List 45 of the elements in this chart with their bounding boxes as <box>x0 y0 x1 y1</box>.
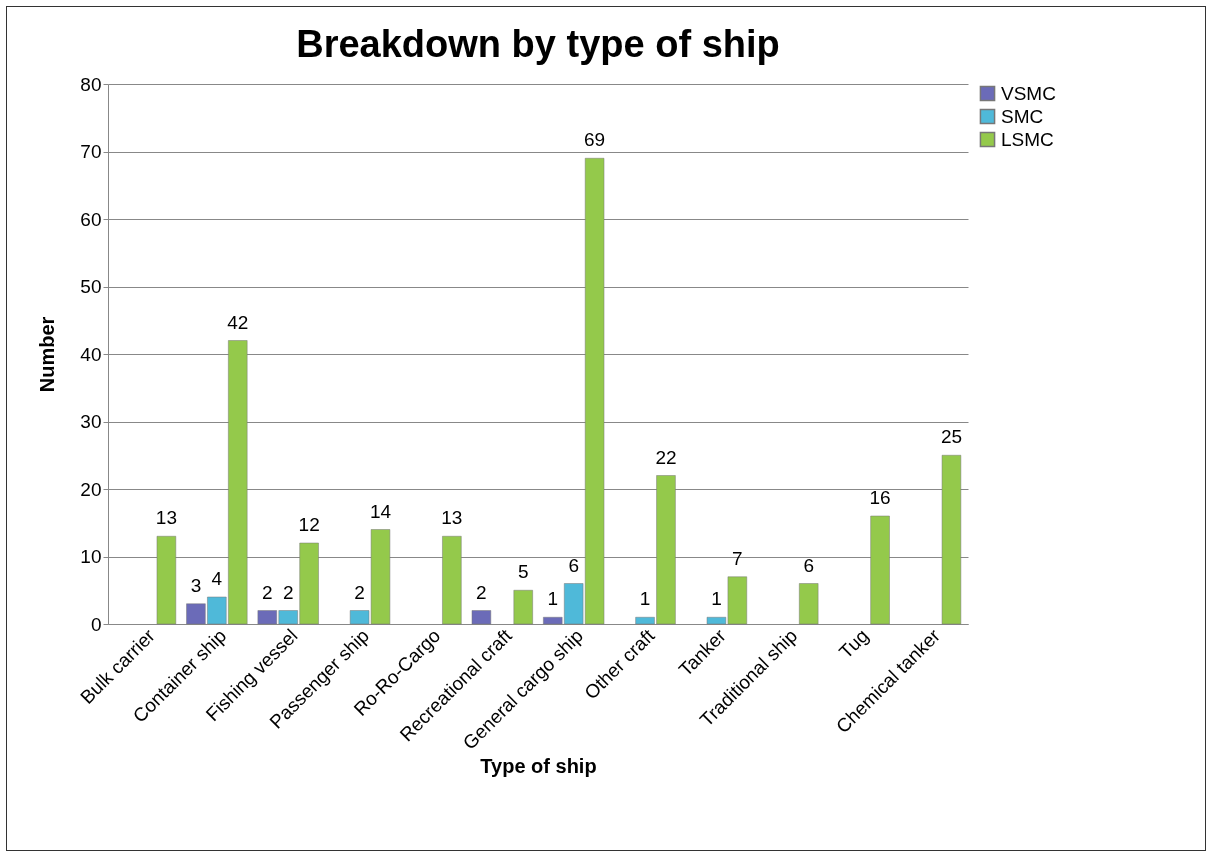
data-label: 7 <box>732 547 743 569</box>
data-label: 13 <box>155 507 177 529</box>
legend-label: LSMC <box>1001 128 1054 150</box>
x-axis-title: Type of ship <box>480 755 597 778</box>
legend-label: VSMC <box>1001 82 1056 104</box>
chart-title: Breakdown by type of ship <box>296 23 780 65</box>
data-label: 14 <box>369 500 392 522</box>
bar <box>156 536 177 625</box>
data-label: 1 <box>711 588 722 610</box>
bar <box>941 455 962 625</box>
y-tick-label: 50 <box>80 276 102 297</box>
y-tick-label: 80 <box>80 73 102 95</box>
y-tick-label: 10 <box>80 546 102 567</box>
data-label: 5 <box>517 561 529 583</box>
y-tick-label: 60 <box>80 208 102 230</box>
data-label: 2 <box>354 581 365 603</box>
data-label: 25 <box>940 426 963 448</box>
bar <box>870 515 890 625</box>
data-label: 4 <box>211 568 223 589</box>
bar <box>513 590 533 625</box>
data-label: 69 <box>584 129 606 151</box>
data-label: 16 <box>869 487 891 508</box>
data-label: 2 <box>282 581 294 603</box>
bar <box>442 536 462 625</box>
data-label: 2 <box>476 581 487 603</box>
y-tick-label: 40 <box>80 343 102 365</box>
data-label: 22 <box>655 446 677 468</box>
y-tick-label: 30 <box>80 411 102 432</box>
data-label: 2 <box>262 581 273 603</box>
data-label: 3 <box>190 574 202 596</box>
data-label: 13 <box>441 507 463 529</box>
x-tick-label: Tug <box>835 625 873 663</box>
y-tick-label: 70 <box>80 141 102 162</box>
data-label: 1 <box>547 588 559 610</box>
data-label: 1 <box>639 588 651 610</box>
data-label: 42 <box>227 311 249 333</box>
legend-label: SMC <box>1001 105 1044 127</box>
y-tick-label: 0 <box>90 613 102 635</box>
data-label: 6 <box>803 554 814 576</box>
data-label: 12 <box>298 514 320 535</box>
data-label: 6 <box>568 554 579 576</box>
y-axis-title: Number <box>36 316 59 393</box>
bar <box>471 610 492 625</box>
bar <box>799 583 819 625</box>
y-tick-label: 20 <box>80 478 102 500</box>
